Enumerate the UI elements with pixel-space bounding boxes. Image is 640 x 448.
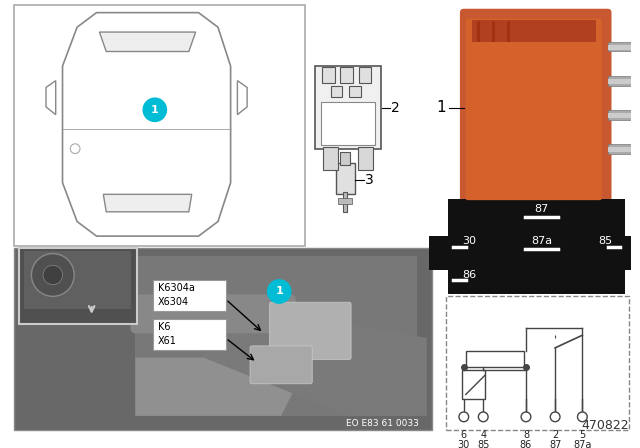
Text: 1: 1 — [151, 105, 159, 115]
Text: 30: 30 — [463, 236, 477, 246]
Bar — [349, 86, 361, 97]
Text: 4: 4 — [480, 430, 486, 440]
Bar — [448, 199, 625, 294]
Text: 8: 8 — [523, 430, 529, 440]
Text: K6
X61: K6 X61 — [157, 322, 177, 346]
Bar — [607, 146, 635, 151]
Text: 470822: 470822 — [581, 419, 629, 432]
Bar — [153, 319, 226, 350]
Bar — [607, 45, 635, 50]
Text: 85: 85 — [477, 440, 490, 448]
Text: 2: 2 — [552, 430, 558, 440]
Polygon shape — [237, 81, 247, 115]
Text: 87: 87 — [534, 204, 548, 214]
Polygon shape — [136, 358, 310, 416]
Bar — [136, 255, 417, 416]
Polygon shape — [46, 81, 56, 115]
Bar — [625, 236, 640, 270]
FancyBboxPatch shape — [466, 18, 602, 200]
Bar — [331, 86, 342, 97]
Bar — [315, 66, 381, 149]
Text: EO E83 61 0033: EO E83 61 0033 — [346, 418, 419, 427]
Text: 1: 1 — [436, 100, 446, 115]
Bar — [466, 351, 524, 367]
Circle shape — [43, 265, 63, 284]
Bar — [335, 163, 355, 194]
Text: 6: 6 — [461, 430, 467, 440]
Polygon shape — [99, 32, 196, 52]
Bar — [607, 113, 635, 117]
Bar — [153, 280, 226, 311]
Polygon shape — [103, 194, 192, 212]
FancyBboxPatch shape — [131, 294, 296, 333]
Circle shape — [31, 254, 74, 297]
Bar — [607, 144, 635, 154]
Text: 87a: 87a — [573, 440, 591, 448]
Text: 87a: 87a — [531, 236, 552, 246]
Circle shape — [521, 412, 531, 422]
Polygon shape — [204, 319, 427, 416]
Polygon shape — [63, 13, 230, 236]
Bar — [340, 151, 350, 165]
FancyBboxPatch shape — [460, 9, 611, 206]
Bar — [323, 146, 339, 170]
Bar — [607, 110, 635, 120]
Bar — [446, 297, 629, 431]
Text: 2: 2 — [391, 101, 400, 115]
Bar — [343, 192, 348, 212]
Bar — [14, 5, 305, 246]
Bar — [472, 21, 596, 42]
Bar — [462, 370, 485, 399]
Text: 87: 87 — [549, 440, 561, 448]
Circle shape — [577, 412, 588, 422]
Bar — [607, 76, 635, 86]
Bar — [321, 102, 376, 145]
Bar — [607, 79, 635, 84]
FancyBboxPatch shape — [269, 302, 351, 359]
Bar — [359, 67, 371, 82]
Circle shape — [143, 98, 166, 121]
Bar — [429, 236, 448, 270]
Circle shape — [459, 412, 468, 422]
FancyBboxPatch shape — [250, 346, 312, 384]
Text: 86: 86 — [520, 440, 532, 448]
Bar — [14, 248, 432, 431]
Text: 3: 3 — [365, 173, 374, 187]
Text: 30: 30 — [458, 440, 470, 448]
Circle shape — [550, 412, 560, 422]
Bar — [607, 42, 635, 52]
Text: 5: 5 — [579, 430, 586, 440]
Polygon shape — [24, 251, 131, 309]
Text: 86: 86 — [463, 270, 477, 280]
Circle shape — [268, 280, 291, 303]
Circle shape — [478, 412, 488, 422]
Bar — [322, 67, 335, 82]
Text: 85: 85 — [598, 236, 612, 246]
Text: K6304a
X6304: K6304a X6304 — [157, 284, 195, 307]
Circle shape — [70, 144, 80, 154]
Bar — [340, 67, 353, 82]
Bar — [339, 198, 352, 204]
Text: 1: 1 — [275, 286, 283, 297]
Bar — [19, 248, 138, 323]
Bar — [358, 146, 374, 170]
